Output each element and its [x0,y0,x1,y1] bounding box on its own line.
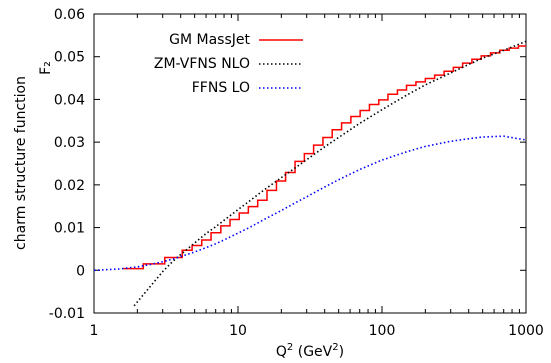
x-axis-title: Q2 (GeV2) [276,342,344,360]
legend: GM MassJet ZM-VFNS NLO FFNS LO [154,32,303,96]
ticks [93,13,527,314]
y-tick-label: 0 [76,263,85,279]
x-axis-title-unit-open: (GeV [293,344,332,360]
series-layer [93,40,527,307]
y-axis-title: charm structure function [13,76,29,250]
y-axis-right-title: F₂ [38,61,54,75]
y-tick-label: 0.01 [54,221,85,237]
series-line-gm-massjet [123,45,526,270]
y-tick-label: -0.01 [49,306,85,322]
legend-label-zm-vfns-nlo: ZM-VFNS NLO [154,56,250,72]
x-tick-label: 10 [229,323,247,339]
x-axis-title-q: Q [276,344,287,360]
y-tick-label: 0.03 [54,135,85,151]
y-tick-label: 0.02 [54,178,85,194]
x-axis-title-q-exp: 2 [287,342,293,353]
y-tick-label: 0.06 [54,7,85,23]
y-tick-label: 0.04 [54,92,85,108]
x-tick-label: 1000 [508,323,544,339]
x-axis-title-unit-close: ) [339,344,344,360]
x-tick-label: 1 [90,323,99,339]
y-tick-label: 0.05 [54,50,85,66]
series-line-ffns-lo [93,135,527,272]
x-tick-label: 100 [369,323,396,339]
x-axis-title-unit-exp: 2 [332,342,338,353]
legend-label-gm-massjet: GM MassJet [169,32,250,48]
plot-frame [93,13,527,314]
tick-labels: -0.01 0 0.01 0.02 0.03 0.04 0.05 0.06 1 10 100 1000 [49,7,544,339]
legend-label-ffns-lo: FFNS LO [192,80,250,96]
series-line-zm-vfns-nlo [133,40,527,307]
